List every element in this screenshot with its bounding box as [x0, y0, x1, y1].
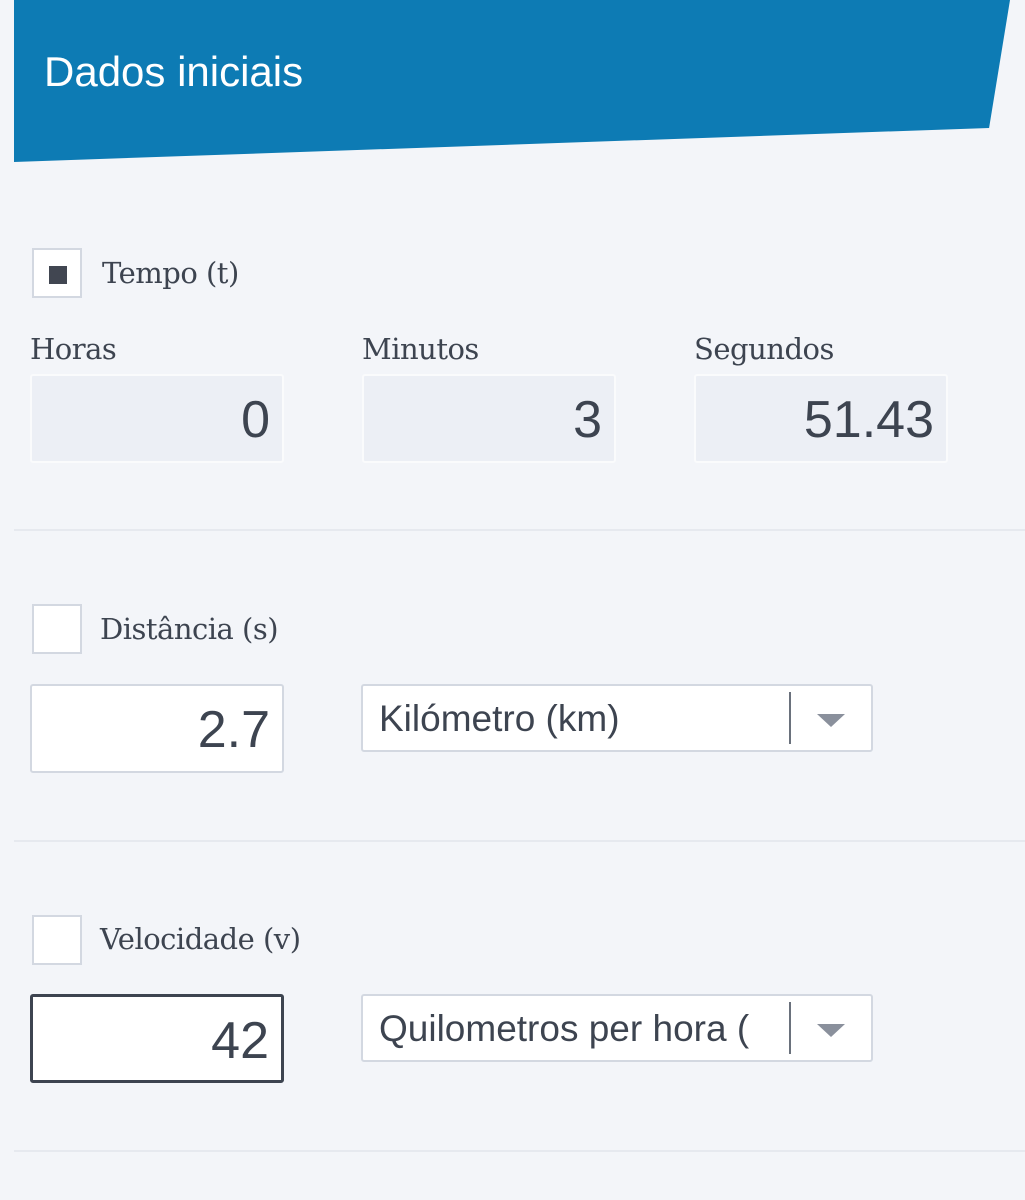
velocity-label: Velocidade (v): [100, 922, 301, 956]
distance-checkbox[interactable]: [32, 604, 82, 654]
seconds-field[interactable]: 51.43: [694, 374, 948, 463]
time-label: Tempo (t): [102, 256, 239, 290]
select-separator: [789, 1002, 791, 1054]
velocity-input[interactable]: 42: [30, 994, 284, 1083]
seconds-label: Segundos: [694, 332, 834, 366]
hours-label: Horas: [30, 332, 117, 366]
distance-label: Distância (s): [100, 612, 279, 646]
divider: [14, 840, 1025, 842]
time-checkbox[interactable]: [32, 248, 82, 298]
minutes-field[interactable]: 3: [362, 374, 616, 463]
divider: [14, 529, 1025, 531]
chevron-down-icon: [817, 1024, 845, 1037]
distance-unit-select[interactable]: Kilómetro (km): [361, 684, 873, 752]
distance-unit-value: Kilómetro (km): [379, 698, 620, 739]
hours-field[interactable]: 0: [30, 374, 284, 463]
minutes-label: Minutos: [362, 332, 479, 366]
divider: [14, 1150, 1025, 1152]
velocity-unit-select[interactable]: Quilometros per hora (: [361, 994, 873, 1062]
page-title: Dados iniciais: [44, 48, 304, 95]
checkbox-checked-mark: [49, 266, 67, 284]
velocity-checkbox[interactable]: [32, 915, 82, 965]
chevron-down-icon: [817, 714, 845, 727]
distance-input[interactable]: 2.7: [30, 684, 284, 773]
velocity-unit-value: Quilometros per hora (: [379, 1008, 750, 1049]
select-separator: [789, 692, 791, 744]
